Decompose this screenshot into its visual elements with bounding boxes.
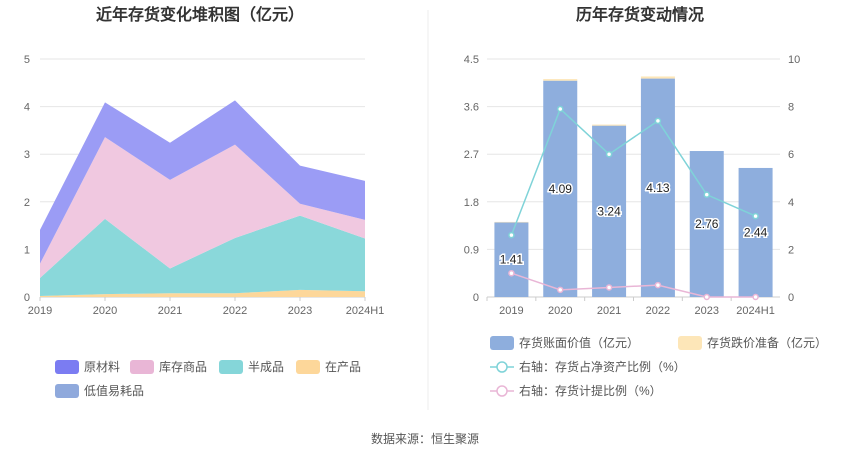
y-tick-label: 2 (24, 197, 30, 209)
line-point (752, 293, 759, 301)
y-tick-label: 2.7 (464, 149, 479, 161)
legend-label: 存货账面价值（亿元） (519, 335, 639, 350)
legend-label: 库存商品 (159, 359, 207, 374)
legend-label: 右轴：存货占净资产比例（%） (519, 359, 686, 374)
line-point (557, 286, 564, 294)
right-chart-title: 历年存货变动情况 (576, 5, 704, 24)
bar-data-label: 4.09 (549, 182, 573, 196)
bar-data-label: 2.76 (695, 217, 719, 231)
bar-data-label: 1.41 (500, 253, 524, 267)
bar-impairment-provision (494, 221, 529, 223)
legend-swatch (130, 360, 154, 374)
legend-label: 原材料 (84, 360, 120, 374)
bar-data-label: 2.44 (744, 225, 768, 239)
x-tick-label: 2021 (158, 305, 182, 317)
x-tick-label: 2021 (597, 305, 621, 317)
legend-swatch (219, 360, 243, 374)
y-tick-label: 4 (24, 102, 30, 114)
x-tick-label: 2020 (548, 305, 572, 317)
y-tick-label: 3.6 (464, 102, 479, 114)
legend-swatch (55, 384, 79, 398)
line-右轴：存货计提比例（%） (511, 272, 756, 298)
x-tick-label: 2022 (223, 305, 247, 317)
area-原材料 (40, 100, 365, 264)
x-tick-label: 2024H1 (736, 305, 775, 317)
left-chart-title: 近年存货变化堆积图（亿元） (96, 5, 304, 24)
y-tick-label: 1 (24, 244, 30, 256)
line-point (703, 191, 710, 198)
line-point (703, 293, 710, 301)
line-point (508, 231, 515, 239)
bar-impairment-provision (592, 124, 627, 126)
x-tick-label: 2019 (28, 305, 52, 317)
line-point (654, 281, 662, 289)
bar-line-chart: 0 0.9 1.8 2.7 3.6 4.5 0 2 4 6 8 10 2019 2020 2021 2022 2… (464, 54, 801, 317)
y2-tick-label: 8 (788, 102, 794, 114)
y-tick-label: 1.8 (464, 197, 479, 209)
line-point (605, 284, 613, 291)
bar-inventory-value (689, 151, 724, 297)
legend-swatch (490, 336, 514, 350)
line-point (557, 105, 564, 113)
bar-data-label: 3.24 (597, 204, 621, 218)
bar-inventory-value (738, 167, 773, 297)
legend-label: 低值易耗品 (84, 383, 144, 398)
x-tick-label: 2023 (695, 305, 719, 317)
line-右轴：存货占净资产比例（%） (510, 107, 756, 236)
x-tick-label: 2022 (646, 305, 670, 317)
y-tick-label: 4.5 (464, 54, 479, 66)
bar-impairment-provision (640, 76, 675, 79)
area-库存商品 (40, 137, 365, 278)
x-tick-label: 2024H1 (346, 305, 385, 317)
y2-tick-label: 0 (788, 292, 794, 304)
line-point (605, 150, 613, 158)
legend-swatch (678, 336, 702, 350)
y-tick-label: 0.9 (464, 244, 479, 256)
legend-marker (496, 385, 508, 397)
y2-tick-label: 4 (788, 197, 794, 209)
y-tick-label: 0 (473, 292, 479, 304)
y-tick-label: 3 (24, 149, 30, 161)
y2-tick-label: 6 (788, 149, 794, 161)
y2-tick-label: 10 (788, 54, 800, 66)
line-point (752, 212, 759, 220)
stacked-area-chart: 0 1 2 3 4 5 2019 2020 2021 2022 2023 2024H1 (24, 54, 384, 317)
area-在产品 (40, 289, 365, 297)
x-tick-label: 2023 (288, 305, 312, 317)
bar-inventory-value (543, 80, 578, 297)
legend-swatch (55, 360, 79, 374)
bar-impairment-provision (543, 79, 578, 81)
legend-label: 在产品 (325, 360, 361, 374)
legend-marker (496, 361, 508, 373)
line-point (654, 117, 662, 125)
x-tick-label: 2019 (499, 305, 523, 317)
x-tick-label: 2020 (93, 305, 117, 317)
area-半成品 (40, 215, 365, 297)
legend-label: 右轴：存货计提比例（%） (519, 383, 662, 398)
legend-swatch (296, 360, 320, 374)
y2-tick-label: 2 (788, 244, 794, 256)
bar-data-label: 4.13 (646, 181, 670, 195)
right-chart-legend: 存货账面价值（亿元） 存货跌价准备（亿元） 右轴：存货占净资产比例（%） 右轴：存货计… (490, 335, 827, 398)
legend-label: 存货跌价准备（亿元） (707, 335, 827, 350)
legend-label: 半成品 (248, 360, 284, 374)
bar-inventory-value (640, 78, 675, 298)
data-source-footer: 数据来源：恒生聚源 (371, 431, 479, 446)
y-tick-label: 5 (24, 54, 30, 66)
y-tick-label: 0 (24, 292, 30, 304)
line-point (508, 269, 515, 277)
